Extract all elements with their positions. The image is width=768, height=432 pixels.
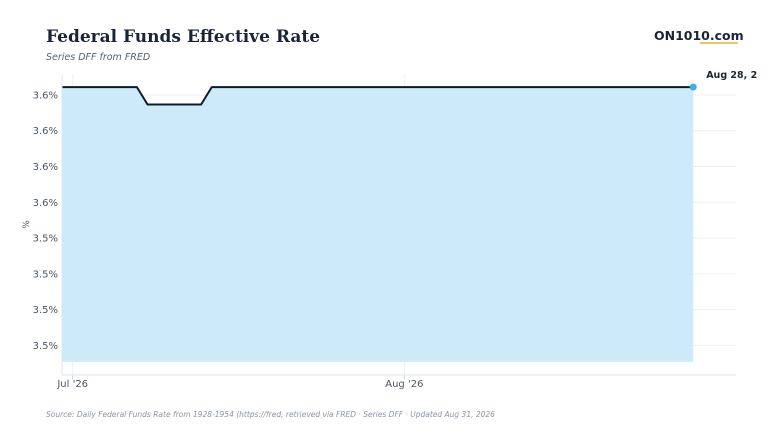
last-value-callout: Aug 28, 2: [706, 70, 757, 81]
axis-layer: [61, 74, 736, 379]
area-layer: [62, 83, 697, 362]
brand-underline: [700, 42, 738, 44]
y-tick-label: 3.6%: [33, 198, 58, 209]
brand-logo[interactable]: ON1010.com: [654, 28, 744, 43]
x-tick-label: Aug '26: [385, 379, 423, 390]
last-point-marker: [689, 83, 697, 91]
chart-subtitle: Series DFF from FRED: [46, 52, 151, 63]
y-axis-title: %: [22, 220, 32, 229]
label-layer: 3.6% 3.6% 3.6% 3.6% 3.5% 3.5% 3.5% 3.5% Jul '26 A…: [22, 70, 757, 390]
y-tick-label: 3.5%: [33, 269, 58, 280]
y-tick-label: 3.6%: [33, 126, 58, 137]
y-tick-label: 3.5%: [33, 305, 58, 316]
y-tick-label: 3.5%: [33, 341, 58, 352]
chart-title: Federal Funds Effective Rate: [46, 27, 321, 47]
source-note: Source: Daily Federal Funds Rate from 19…: [46, 410, 495, 419]
x-tick-label: Jul '26: [56, 379, 88, 390]
y-tick-label: 3.5%: [33, 234, 58, 245]
y-tick-label: 3.6%: [33, 162, 58, 173]
series-area-fill: [62, 87, 694, 362]
series-line: [62, 86, 694, 106]
y-tick-label: 3.6%: [33, 90, 58, 101]
